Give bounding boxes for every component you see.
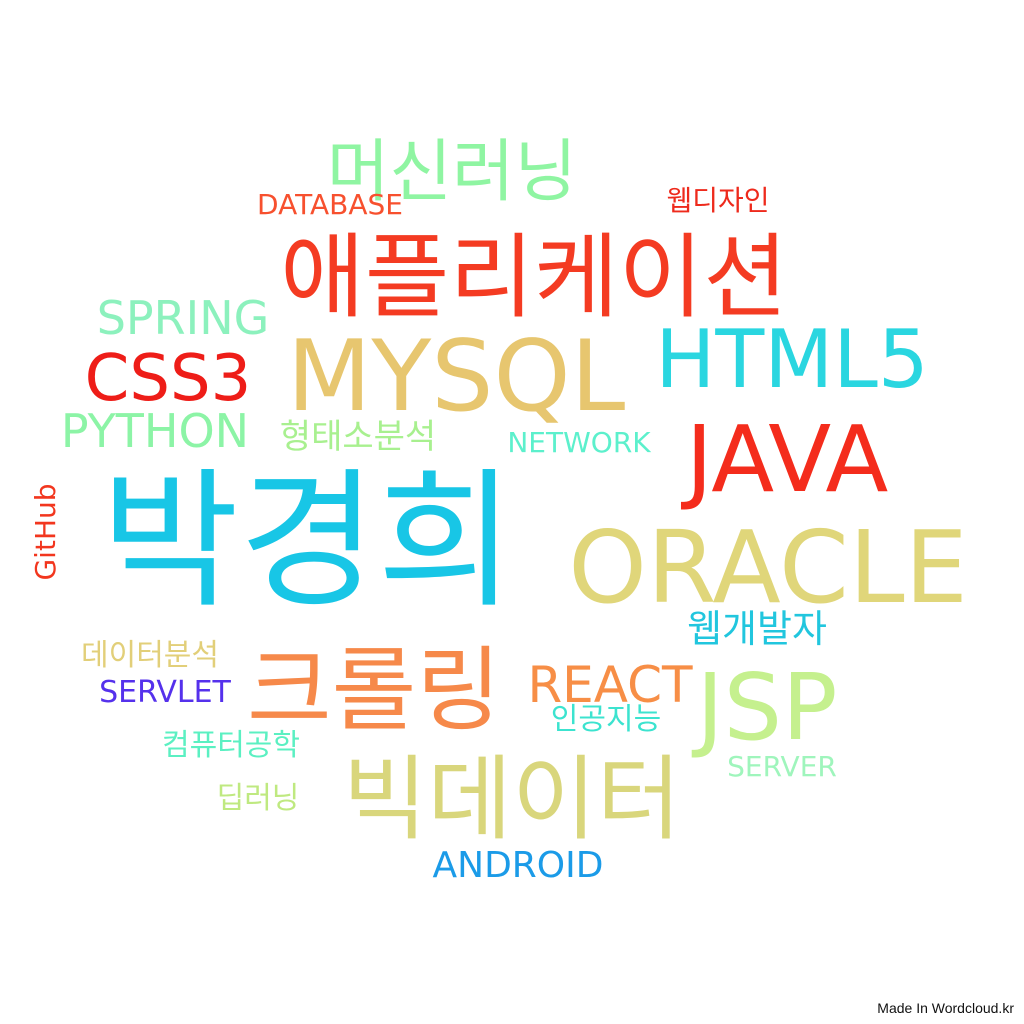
word-computer-engineering: 컴퓨터공학 bbox=[162, 728, 300, 763]
word-spring: SPRING bbox=[96, 291, 270, 345]
word-morphological-analysis: 형태소분석 bbox=[279, 417, 437, 457]
word-servlet: SERVLET bbox=[99, 675, 231, 710]
word-deep-learning: 딥러닝 bbox=[216, 781, 300, 816]
word-css3: CSS3 bbox=[84, 342, 252, 416]
word-server: SERVER bbox=[727, 750, 837, 783]
word-name: 박경희 bbox=[100, 455, 516, 629]
word-github: GitHub bbox=[29, 483, 62, 581]
word-data-analysis: 데이터분석 bbox=[81, 638, 219, 673]
word-ai: 인공지능 bbox=[550, 702, 662, 737]
word-react: REACT bbox=[527, 656, 693, 714]
word-oracle: ORACLE bbox=[568, 509, 968, 626]
word-java: JAVA bbox=[685, 406, 889, 513]
credit-text: Made In Wordcloud.kr bbox=[877, 1000, 1014, 1016]
word-machine-learning: 머신러닝 bbox=[326, 133, 578, 212]
word-html5: HTML5 bbox=[655, 313, 929, 406]
word-python: PYTHON bbox=[60, 404, 250, 458]
word-web-developer: 웹개발자 bbox=[687, 607, 827, 651]
word-web-design: 웹디자인 bbox=[666, 184, 770, 217]
word-application: 애플리케이션 bbox=[280, 224, 788, 331]
word-mysql: MYSQL bbox=[286, 320, 626, 434]
word-database: DATABASE bbox=[257, 188, 403, 221]
word-crawling: 크롤링 bbox=[247, 637, 501, 744]
word-big-data: 빅데이터 bbox=[342, 746, 682, 853]
word-jsp: JSP bbox=[696, 654, 838, 761]
word-network: NETWORK bbox=[507, 426, 651, 459]
word-android: ANDROID bbox=[432, 845, 604, 886]
